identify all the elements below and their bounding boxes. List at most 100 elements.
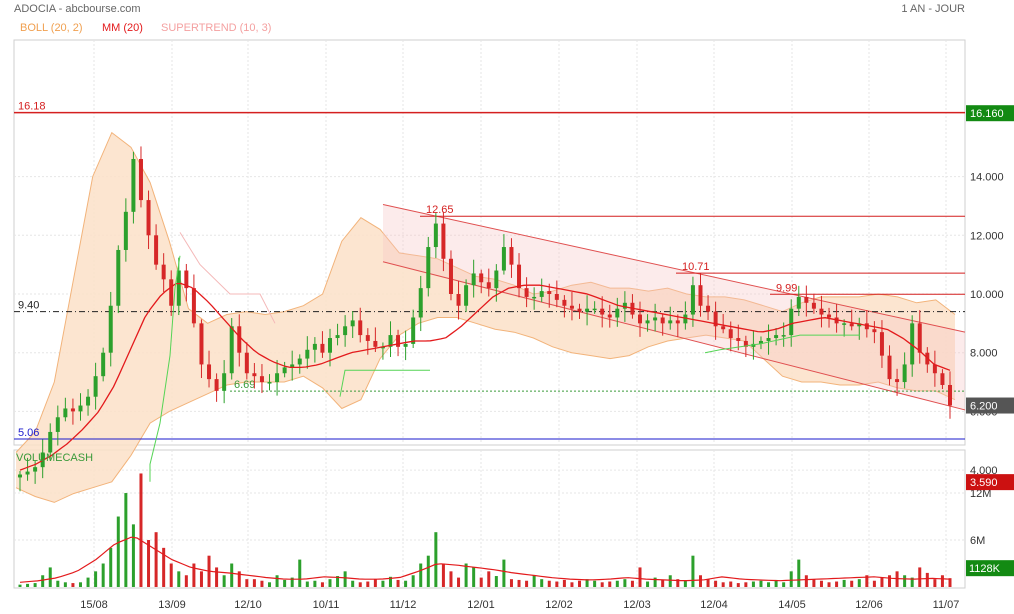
volume-bar: [525, 580, 529, 587]
volume-bar: [33, 583, 37, 587]
candle-body: [116, 249, 121, 306]
candle-body: [252, 373, 257, 377]
legend-supertrend[interactable]: SUPERTREND (10, 3): [161, 22, 272, 34]
channel-upper-line: [382, 203, 966, 333]
volume-bar: [918, 567, 922, 587]
candle-body: [138, 158, 143, 201]
y-tick-label: 4.000: [970, 465, 998, 477]
volume-bar: [396, 579, 400, 587]
candle-body: [123, 211, 128, 250]
volume-bar: [86, 577, 90, 587]
volume-bar: [593, 580, 597, 587]
candle-body: [736, 338, 741, 341]
candle-body: [819, 308, 824, 315]
candle-body: [479, 273, 484, 283]
candle-body: [547, 291, 552, 294]
candle-body: [207, 364, 212, 380]
volume-bar: [714, 580, 718, 587]
candle-body: [706, 305, 711, 312]
candle-body: [864, 323, 869, 330]
volume-bar: [154, 532, 158, 587]
volume-bar: [192, 563, 196, 587]
volume-bar: [540, 579, 544, 587]
volume-bar: [328, 579, 332, 587]
candle-body: [312, 343, 317, 350]
candle-body: [827, 314, 832, 318]
x-tick-label: 12/02: [545, 599, 573, 611]
candle-body: [358, 320, 363, 336]
volume-bar: [487, 571, 491, 587]
volume-bar: [290, 577, 294, 587]
volume-bar: [358, 582, 362, 587]
candle-body: [320, 343, 325, 353]
candle-body: [93, 376, 98, 397]
candle-body: [796, 296, 801, 309]
x-tick-label: 15/08: [80, 599, 108, 611]
volume-bar: [162, 547, 166, 587]
volume-bar: [381, 580, 385, 587]
volume-bar: [388, 576, 392, 587]
x-tick-label: 11/07: [933, 599, 960, 611]
volume-bar: [184, 575, 188, 587]
candle-body: [448, 258, 453, 294]
resistance-label: 12.65: [426, 204, 454, 216]
candle-body: [622, 302, 627, 309]
candle-body: [184, 270, 189, 289]
volume-bar: [872, 580, 876, 587]
volume-bar: [948, 578, 952, 587]
volume-bar: [222, 575, 226, 587]
candle-body: [191, 288, 196, 324]
volume-bar: [411, 575, 415, 587]
candle-body: [713, 311, 718, 327]
candle-body: [872, 329, 877, 333]
candle-body: [305, 349, 310, 359]
candle-body: [781, 335, 786, 337]
volume-bar: [683, 580, 687, 587]
volume-last-badge-bg: [966, 560, 1014, 577]
volume-bar: [888, 575, 892, 587]
volume-bar: [252, 579, 256, 587]
supertrend-line: [149, 255, 181, 482]
volume-bar: [698, 575, 702, 587]
volume-bar: [320, 582, 324, 587]
legend-boll[interactable]: BOLL (20, 2): [20, 22, 83, 34]
candle-body: [910, 323, 915, 365]
volume-bar: [26, 583, 30, 587]
legend-mm[interactable]: MM (20): [102, 22, 143, 34]
candle-body: [690, 285, 695, 315]
candle-body: [501, 247, 506, 271]
candle-body: [55, 417, 60, 432]
candle-body: [426, 247, 431, 289]
volume-bar: [804, 575, 808, 587]
candle-body: [373, 340, 378, 347]
y-tick-label: 14.000: [970, 172, 1004, 184]
volume-bar: [691, 555, 695, 587]
volume-bar: [812, 579, 816, 587]
candle-body: [199, 323, 204, 365]
volume-bar: [260, 580, 264, 587]
x-tick-label: 12/01: [467, 599, 495, 611]
volume-bar: [638, 567, 642, 587]
supertrend-line: [704, 334, 860, 354]
candle-body: [562, 299, 567, 306]
volume-bar: [578, 580, 582, 587]
candle-body: [275, 373, 280, 383]
period-selector[interactable]: 1 AN - JOUR: [901, 3, 965, 15]
high-price-badge: 16.160: [970, 108, 1004, 120]
candle-body: [600, 308, 605, 315]
candle-body: [879, 332, 884, 356]
candle-body: [675, 320, 680, 324]
volume-bar: [464, 563, 468, 587]
x-tick-label: 10/11: [313, 599, 340, 611]
candle-body: [698, 285, 703, 306]
candle-body: [380, 346, 385, 349]
x-tick-label: 13/09: [158, 599, 186, 611]
candle-body: [297, 358, 302, 365]
candle-body: [653, 317, 658, 321]
candle-body: [668, 320, 673, 324]
candle-body: [895, 379, 900, 383]
volume-bar: [245, 579, 249, 587]
volume-bar: [865, 575, 869, 587]
volume-bar: [600, 582, 604, 587]
candle-body: [403, 343, 408, 347]
